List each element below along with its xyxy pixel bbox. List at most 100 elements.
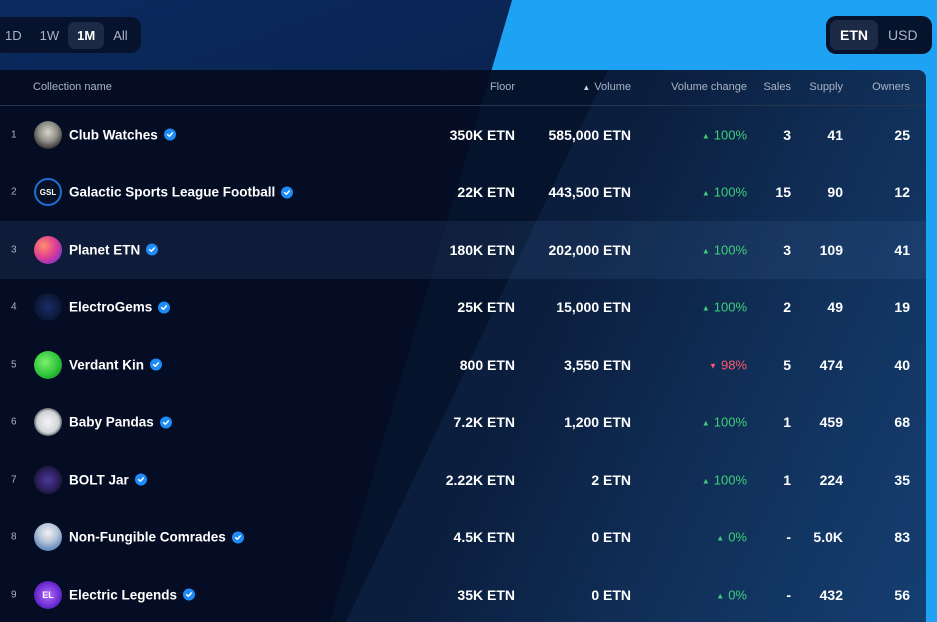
verified-icon (163, 128, 176, 141)
collection-name: Non-Fungible Comrades (69, 529, 226, 545)
table-row[interactable]: 6 Baby Pandas 7.2K ETN 1,200 ETN ▲ 100% 1… (0, 394, 926, 452)
verified-icon (134, 473, 147, 486)
collection-name: Verdant Kin (69, 357, 145, 373)
collection-avatar (34, 235, 62, 264)
table-header: Collection name Floor ▲ Volume Volume cha… (0, 70, 926, 106)
change-value: 0% (728, 529, 747, 545)
collection-name-link[interactable]: ElectroGems (69, 299, 171, 315)
header-collection-name[interactable]: Collection name (33, 81, 112, 93)
table-row[interactable]: 4 ElectroGems 25K ETN 15,000 ETN ▲ 100% 2… (0, 279, 926, 337)
time-option-1w[interactable]: 1W (39, 27, 60, 43)
change-arrow-icon: ▲ (701, 188, 710, 198)
row-volume-change: ▲ 100% (702, 415, 747, 430)
row-floor: 35K ETN (457, 586, 515, 603)
change-value: 100% (713, 299, 747, 315)
row-volume-change: ▲ 100% (702, 472, 747, 487)
collection-name-link[interactable]: Non-Fungible Comrades (69, 530, 244, 545)
collection-name: ElectroGems (69, 299, 153, 315)
time-option-1m[interactable]: 1M (68, 21, 105, 49)
table-row[interactable]: 8 Non-Fungible Comrades 4.5K ETN 0 ETN ▲… (0, 509, 926, 567)
header-supply[interactable]: Supply (809, 81, 843, 93)
collection-name-link[interactable]: Planet ETN (69, 242, 159, 257)
collection-avatar (34, 120, 62, 149)
row-rank: 5 (11, 359, 17, 371)
currency-option-etn[interactable]: ETN (830, 20, 878, 50)
table-row[interactable]: 2 GSL Galactic Sports League Football 22… (0, 164, 926, 222)
row-rank: 7 (11, 474, 17, 486)
header-sales[interactable]: Sales (763, 81, 791, 93)
collection-name: Club Watches (69, 127, 158, 143)
collection-name: Electric Legends (69, 587, 178, 603)
row-owners: 25 (894, 126, 910, 143)
row-owners: 41 (894, 241, 910, 258)
row-floor: 2.22K ETN (445, 471, 515, 488)
verified-icon (150, 358, 163, 371)
row-rank: 3 (11, 244, 17, 256)
row-supply: 5.0K (813, 529, 843, 546)
verified-icon (183, 588, 196, 601)
collection-name-link[interactable]: Club Watches (69, 127, 176, 142)
row-rank: 2 (11, 186, 17, 198)
row-supply: 90 (827, 184, 843, 201)
row-supply: 109 (819, 241, 843, 258)
header-volume-change[interactable]: Volume change (671, 81, 747, 93)
collection-name-link[interactable]: Baby Pandas (69, 415, 172, 430)
collection-avatar: EL (34, 580, 62, 609)
row-volume: 202,000 ETN (548, 241, 632, 258)
table-row[interactable]: 3 Planet ETN 180K ETN 202,000 ETN ▲ 100% … (0, 221, 926, 279)
time-option-all[interactable]: All (113, 27, 128, 43)
header-volume-label: Volume (594, 81, 631, 93)
currency-option-usd[interactable]: USD (888, 27, 918, 43)
change-value: 100% (713, 414, 747, 430)
change-value: 98% (720, 357, 747, 373)
collection-name-link[interactable]: Galactic Sports League Football (69, 184, 294, 200)
change-arrow-icon: ▲ (701, 476, 710, 486)
row-volume-change: ▼ 98% (709, 357, 747, 372)
collection-name-link[interactable]: Electric Legends (69, 587, 196, 603)
table-row[interactable]: 7 BOLT Jar 2.22K ETN 2 ETN ▲ 100% 1 224 3… (0, 451, 926, 509)
row-floor: 350K ETN (449, 126, 515, 143)
row-floor: 4.5K ETN (453, 529, 515, 546)
change-value: 100% (713, 127, 747, 143)
table-row[interactable]: 9 EL Electric Legends 35K ETN 0 ETN ▲ 0% … (0, 566, 926, 622)
time-option-1d[interactable]: 1D (5, 27, 22, 43)
table-row[interactable]: 1 Club Watches 350K ETN 585,000 ETN ▲ 100… (0, 106, 926, 164)
header-owners[interactable]: Owners (872, 81, 910, 93)
collection-avatar: GSL (34, 178, 62, 207)
row-supply: 41 (827, 126, 843, 143)
header-volume[interactable]: ▲ Volume (582, 81, 631, 93)
row-volume-change: ▲ 0% (716, 530, 747, 545)
row-floor: 7.2K ETN (453, 414, 515, 431)
row-owners: 83 (894, 529, 910, 546)
row-owners: 40 (894, 356, 910, 373)
time-range-filter: 1D 1W 1M All (0, 17, 141, 53)
row-sales: 3 (783, 126, 791, 143)
change-arrow-icon: ▼ (709, 361, 717, 371)
row-rank: 6 (11, 416, 17, 428)
collection-avatar (34, 465, 62, 494)
collection-avatar (34, 293, 62, 322)
verified-icon (146, 243, 159, 256)
change-arrow-icon: ▲ (716, 533, 725, 543)
collection-name: Galactic Sports League Football (69, 184, 276, 200)
row-volume: 0 ETN (591, 529, 631, 546)
change-value: 0% (728, 587, 747, 603)
row-sales: 2 (783, 299, 791, 316)
change-arrow-icon: ▲ (701, 418, 710, 428)
header-floor[interactable]: Floor (489, 81, 515, 93)
row-owners: 19 (894, 299, 910, 316)
row-volume: 585,000 ETN (548, 126, 632, 143)
row-supply: 459 (819, 414, 843, 431)
row-owners: 68 (894, 414, 910, 431)
collection-name-link[interactable]: Verdant Kin (69, 357, 163, 373)
row-volume: 3,550 ETN (564, 356, 631, 373)
currency-toggle: ETN USD (826, 16, 932, 54)
table-row[interactable]: 5 Verdant Kin 800 ETN 3,550 ETN ▼ 98% 5 4… (0, 336, 926, 394)
table-body: 1 Club Watches 350K ETN 585,000 ETN ▲ 100… (0, 106, 926, 622)
row-volume: 443,500 ETN (548, 184, 632, 201)
change-arrow-icon: ▲ (701, 303, 710, 313)
row-sales: - (786, 529, 791, 546)
collection-name-link[interactable]: BOLT Jar (69, 472, 147, 487)
row-floor: 180K ETN (449, 241, 515, 258)
row-owners: 12 (894, 184, 910, 201)
